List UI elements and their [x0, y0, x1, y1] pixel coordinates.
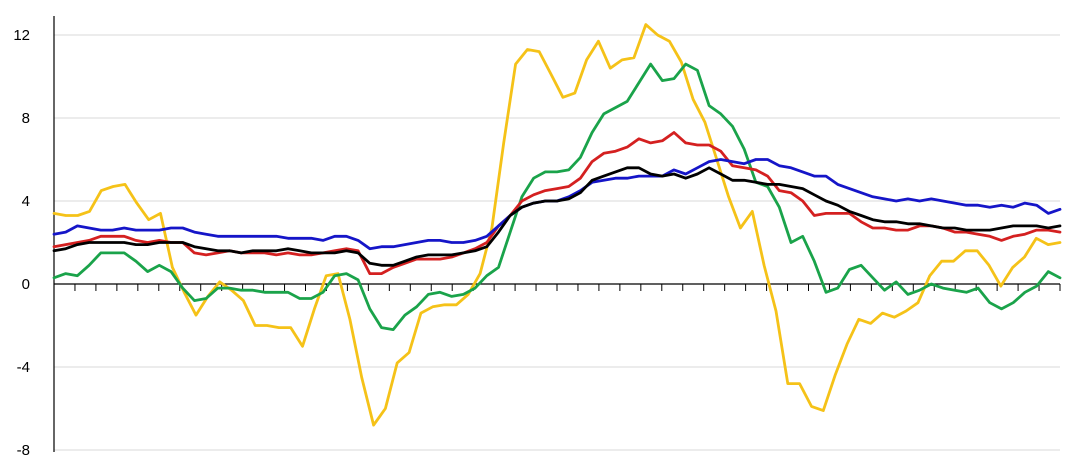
- y-tick-label: 12: [13, 27, 30, 44]
- series-line-5: [52, 166, 1062, 267]
- y-tick-label: -4: [17, 359, 30, 376]
- y-tick-label: 4: [22, 193, 30, 210]
- y-tick-label: 0: [22, 276, 30, 293]
- series-lines: [52, 23, 1062, 427]
- series-line-3: [52, 131, 1062, 276]
- y-tick-label: -8: [17, 442, 30, 459]
- gridlines: [54, 34, 1060, 451]
- y-tick-label: 8: [22, 110, 30, 127]
- series-line-2: [52, 62, 1062, 332]
- series-line-1: [52, 23, 1062, 427]
- y-tick-labels: -8 -4 0 4 8 12: [13, 27, 30, 459]
